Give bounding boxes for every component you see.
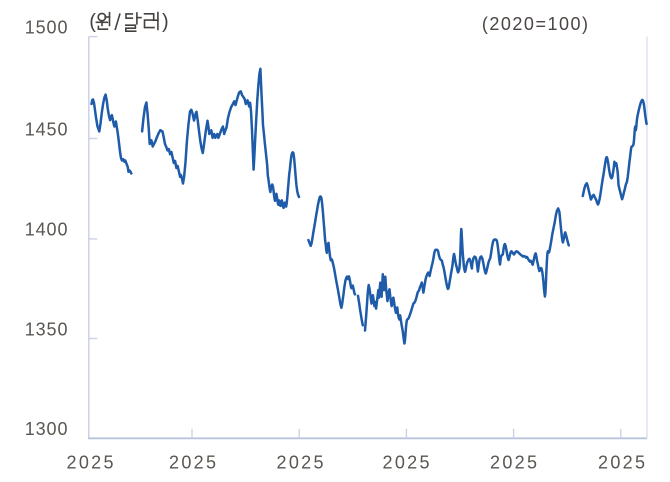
- svg-text:2025: 2025: [169, 452, 218, 472]
- svg-text:1400: 1400: [25, 220, 69, 240]
- svg-text:2025: 2025: [490, 452, 539, 472]
- svg-text:1450: 1450: [25, 119, 69, 139]
- svg-text:1350: 1350: [25, 319, 69, 339]
- svg-text:2025: 2025: [383, 452, 432, 472]
- svg-text:2025: 2025: [277, 452, 326, 472]
- svg-text:1300: 1300: [25, 419, 69, 439]
- svg-text:2025: 2025: [598, 452, 647, 472]
- svg-text:): ): [162, 11, 169, 33]
- svg-text:2025: 2025: [67, 452, 116, 472]
- svg-text:(: (: [89, 11, 96, 33]
- svg-text:1500: 1500: [25, 17, 69, 37]
- svg-text:(2020=100): (2020=100): [482, 14, 590, 34]
